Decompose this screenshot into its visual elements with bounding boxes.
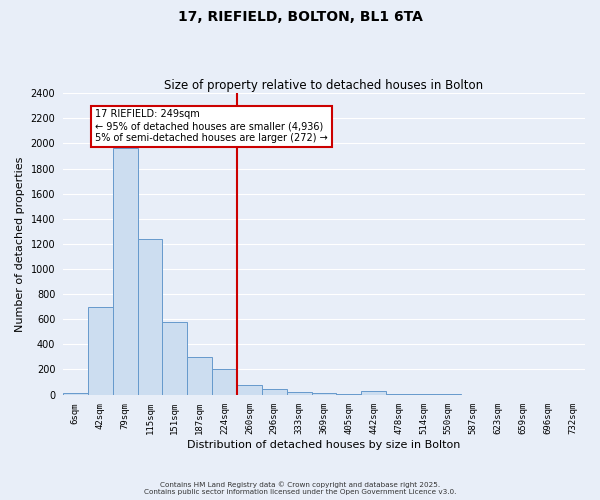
Bar xyxy=(212,370,237,394)
Bar xyxy=(88,306,113,394)
Bar xyxy=(63,392,88,394)
Y-axis label: Number of detached properties: Number of detached properties xyxy=(15,156,25,332)
Text: 17 RIEFIELD: 249sqm
← 95% of detached houses are smaller (4,936)
5% of semi-deta: 17 RIEFIELD: 249sqm ← 95% of detached ho… xyxy=(95,110,328,142)
Bar xyxy=(187,357,212,395)
X-axis label: Distribution of detached houses by size in Bolton: Distribution of detached houses by size … xyxy=(187,440,461,450)
Bar xyxy=(237,384,262,394)
Bar xyxy=(287,392,311,394)
Bar xyxy=(262,389,287,394)
Title: Size of property relative to detached houses in Bolton: Size of property relative to detached ho… xyxy=(164,79,484,92)
Text: 17, RIEFIELD, BOLTON, BL1 6TA: 17, RIEFIELD, BOLTON, BL1 6TA xyxy=(178,10,422,24)
Bar xyxy=(361,391,386,394)
Text: Contains HM Land Registry data © Crown copyright and database right 2025.
Contai: Contains HM Land Registry data © Crown c… xyxy=(144,482,456,495)
Bar xyxy=(163,322,187,394)
Bar xyxy=(113,148,137,394)
Bar xyxy=(137,239,163,394)
